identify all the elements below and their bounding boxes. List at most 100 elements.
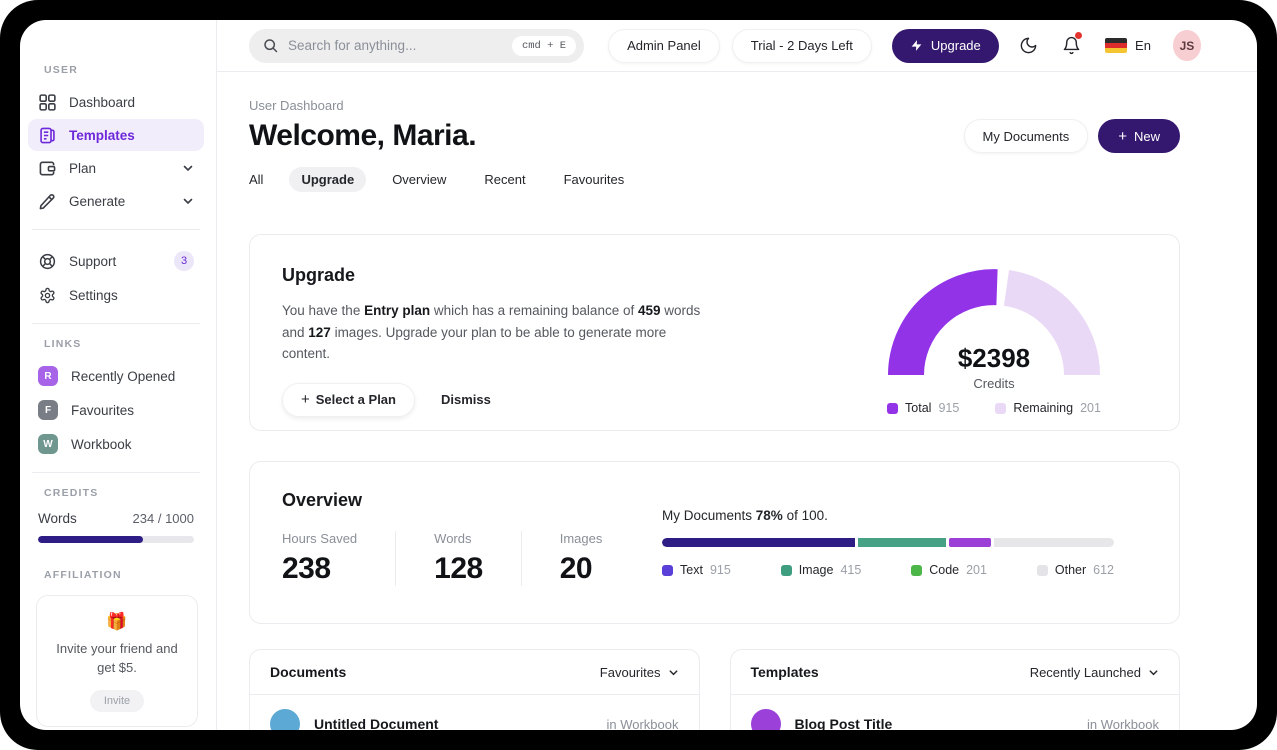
legend-label: Remaining bbox=[1013, 401, 1074, 415]
sidebar-divider bbox=[32, 229, 200, 230]
overview-stats: Hours Saved 238 Words 128 Images 20 bbox=[282, 531, 640, 586]
legend-item-text: Text 915 bbox=[662, 563, 731, 577]
new-button-label: New bbox=[1133, 128, 1160, 144]
lightning-bolt-icon bbox=[911, 40, 922, 51]
documents-card-title: Documents bbox=[270, 664, 347, 680]
legend-swatch bbox=[887, 402, 899, 414]
templates-card-title: Templates bbox=[750, 664, 819, 680]
legend-label: Total bbox=[905, 401, 932, 415]
sidebar-item-label: Settings bbox=[69, 287, 118, 303]
gauge-legend: Total 915 Remaining 201 bbox=[879, 401, 1109, 415]
dark-mode-toggle[interactable] bbox=[1015, 31, 1042, 61]
sidebar-link-recently-opened[interactable]: R Recently Opened bbox=[28, 360, 204, 392]
sidebar-item-label: Templates bbox=[69, 127, 135, 143]
dashboard-grid-icon bbox=[38, 93, 56, 111]
bar-segment-image bbox=[858, 538, 946, 547]
app-window: USER Dashboard Templates Plan bbox=[20, 20, 1257, 730]
notifications-button[interactable] bbox=[1058, 31, 1085, 61]
legend-item-remaining: Remaining 201 bbox=[995, 401, 1101, 415]
select-plan-button[interactable]: + Select a Plan bbox=[282, 382, 415, 417]
notification-dot bbox=[1075, 31, 1083, 39]
new-button[interactable]: + New bbox=[1098, 119, 1180, 153]
overview-card-title: Overview bbox=[282, 490, 363, 510]
tab-all[interactable]: All bbox=[249, 172, 264, 187]
sidebar-item-label: Dashboard bbox=[69, 94, 136, 110]
sidebar-item-settings[interactable]: Settings bbox=[28, 279, 204, 311]
template-list-item[interactable]: Blog Post Title in Workbook bbox=[731, 695, 1180, 730]
sidebar-divider bbox=[32, 323, 200, 324]
affiliation-text: Invite your friend and get $5. bbox=[56, 641, 178, 675]
upgrade-button-label: Upgrade bbox=[930, 38, 981, 53]
tab-overview[interactable]: Overview bbox=[392, 172, 447, 187]
plus-icon: + bbox=[1118, 127, 1127, 145]
support-count-badge: 3 bbox=[174, 251, 194, 271]
document-list-item[interactable]: Untitled Document in Workbook bbox=[250, 695, 699, 730]
legend-swatch bbox=[995, 402, 1007, 414]
sidebar-item-label: Plan bbox=[69, 160, 97, 176]
admin-panel-button[interactable]: Admin Panel bbox=[608, 28, 720, 63]
wallet-icon bbox=[38, 159, 56, 177]
link-initial-badge: W bbox=[38, 434, 58, 454]
main-area: Search for anything... cmd + E Admin Pan… bbox=[217, 20, 1257, 730]
search-input[interactable]: Search for anything... cmd + E bbox=[249, 28, 585, 63]
sidebar-item-support[interactable]: Support 3 bbox=[28, 244, 204, 278]
stat-label: Hours Saved bbox=[282, 531, 358, 546]
flag-stripe-black bbox=[1105, 38, 1128, 43]
gear-icon bbox=[38, 286, 56, 304]
tab-recent[interactable]: Recent bbox=[484, 172, 526, 187]
templates-card-header: Templates Recently Launched bbox=[730, 650, 1179, 695]
sidebar-item-generate[interactable]: Generate bbox=[28, 185, 204, 217]
stat-value: 20 bbox=[559, 552, 593, 585]
templates-card: Templates Recently Launched Blog Post Ti… bbox=[729, 649, 1180, 730]
plus-icon: + bbox=[301, 391, 310, 409]
title-actions: My Documents + New bbox=[963, 119, 1180, 153]
tab-favourites[interactable]: Favourites bbox=[563, 172, 625, 187]
language-selector[interactable]: En bbox=[1105, 38, 1151, 53]
bar-segment-code bbox=[948, 538, 992, 547]
stat-label: Words bbox=[434, 531, 472, 546]
my-documents-button[interactable]: My Documents bbox=[963, 119, 1089, 153]
user-avatar[interactable]: JS bbox=[1172, 30, 1201, 61]
gauge-remaining-arc bbox=[1003, 270, 1100, 376]
sidebar-item-label: Generate bbox=[69, 193, 126, 209]
legend-item-code: Code 201 bbox=[911, 563, 987, 577]
topbar: Search for anything... cmd + E Admin Pan… bbox=[217, 20, 1257, 72]
overview-stats-block: Overview Hours Saved 238 Words 128 Image… bbox=[282, 490, 640, 595]
tab-upgrade[interactable]: Upgrade bbox=[289, 167, 367, 192]
document-avatar bbox=[270, 709, 300, 730]
documents-filter-label: Favourites bbox=[599, 664, 661, 680]
overview-card: Overview Hours Saved 238 Words 128 Image… bbox=[249, 461, 1180, 624]
templates-filter-dropdown[interactable]: Recently Launched bbox=[1030, 665, 1159, 680]
sidebar-link-favourites[interactable]: F Favourites bbox=[28, 394, 204, 426]
breadcrumb: User Dashboard bbox=[249, 98, 344, 113]
stat-value: 128 bbox=[434, 552, 483, 585]
gauge-amount: $2398 bbox=[957, 343, 1031, 373]
legend-item-total: Total 915 bbox=[887, 401, 959, 415]
sidebar-item-templates[interactable]: Templates bbox=[28, 119, 204, 151]
sidebar-item-plan[interactable]: Plan bbox=[28, 152, 204, 184]
sidebar-section-affiliation: AFFILIATION bbox=[44, 569, 122, 581]
stat-label: Images bbox=[559, 531, 603, 546]
dismiss-button[interactable]: Dismiss bbox=[431, 392, 501, 407]
documents-progress-text: My Documents 78% of 100. bbox=[662, 508, 828, 523]
sidebar-item-dashboard[interactable]: Dashboard bbox=[28, 86, 204, 118]
credits-value: 234 / 1000 bbox=[132, 511, 194, 526]
trial-status-button[interactable]: Trial - 2 Days Left bbox=[731, 28, 872, 63]
sidebar-section-links: LINKS bbox=[44, 338, 82, 350]
search-shortcut-badge: cmd + E bbox=[511, 35, 577, 56]
invite-button[interactable]: Invite bbox=[89, 689, 145, 712]
documents-filter-dropdown[interactable]: Favourites bbox=[600, 665, 679, 680]
link-label: Recently Opened bbox=[71, 368, 176, 384]
template-avatar bbox=[750, 709, 781, 730]
legend-value: 915 bbox=[709, 563, 731, 577]
moon-icon bbox=[1020, 37, 1037, 54]
link-label: Workbook bbox=[71, 436, 132, 452]
legend-swatch bbox=[780, 564, 792, 576]
sidebar-link-workbook[interactable]: W Workbook bbox=[28, 428, 204, 460]
upgrade-button[interactable]: Upgrade bbox=[891, 28, 999, 63]
legend-value: 415 bbox=[840, 563, 862, 577]
legend-label: Code bbox=[929, 563, 960, 577]
legend-label: Text bbox=[680, 563, 703, 577]
legend-swatch bbox=[1036, 564, 1048, 576]
legend-value: 612 bbox=[1093, 563, 1114, 577]
